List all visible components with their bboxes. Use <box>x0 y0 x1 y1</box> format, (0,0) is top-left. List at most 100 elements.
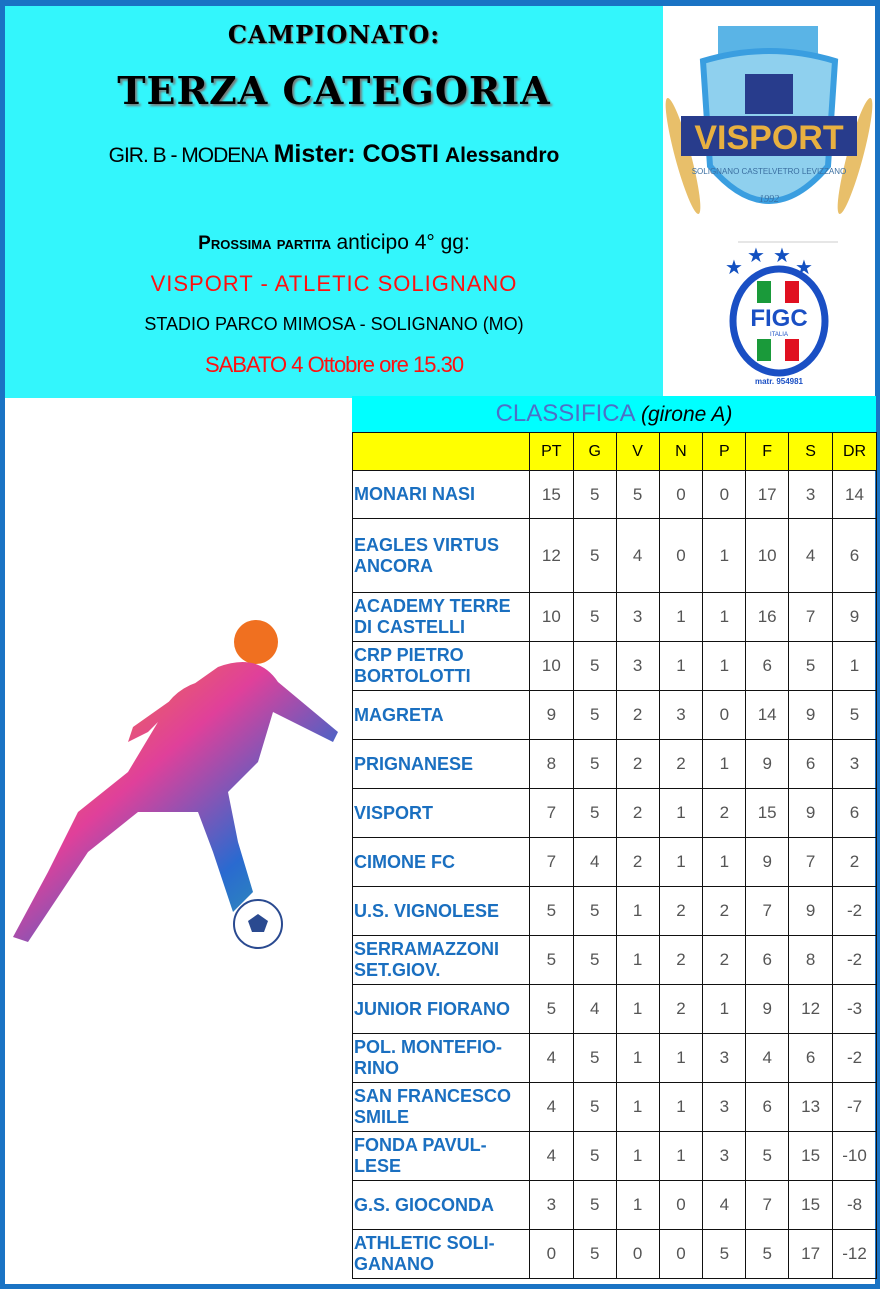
stat-cell: 10 <box>528 641 574 691</box>
stat-cell: 1 <box>702 739 747 789</box>
team-name: JUNIOR FIORANO <box>352 984 530 1034</box>
stat-cell: 0 <box>658 470 704 519</box>
category-title: TERZA CATEGORIA <box>117 68 551 113</box>
standings-title: CLASSIFICA (girone A) <box>352 396 876 432</box>
stat-cell: -7 <box>832 1082 877 1132</box>
club-logo-icon: VISPORT SOLIGNANO CASTELVETRO LEVIZZANO … <box>665 26 873 386</box>
stat-cell: 3 <box>832 739 877 789</box>
stat-cell: 5 <box>572 886 617 936</box>
stat-cell: 6 <box>745 935 790 985</box>
championship-label: CAMPIONATO: <box>227 20 441 49</box>
stat-cell: 5 <box>572 518 617 593</box>
stat-cell: 5 <box>572 1131 617 1181</box>
stat-cell: 14 <box>832 470 877 519</box>
svg-text:FIGC: FIGC <box>750 305 807 332</box>
stat-cell: 9 <box>528 690 574 740</box>
svg-text:ITALIA: ITALIA <box>770 332 788 338</box>
stat-cell: 2 <box>615 837 660 887</box>
stat-cell: 4 <box>572 837 617 887</box>
stat-cell: 10 <box>528 592 574 642</box>
stat-cell: 1 <box>658 641 704 691</box>
column-header: V <box>615 432 660 471</box>
stat-cell: 2 <box>615 690 660 740</box>
svg-text:★: ★ <box>773 245 791 267</box>
table-row: VISPORT 7 5 2 1 2 15 9 6 <box>352 788 877 838</box>
stat-cell: 5 <box>572 690 617 740</box>
stat-cell: -2 <box>832 1033 877 1083</box>
stat-cell: 1 <box>615 984 660 1034</box>
stat-cell: 12 <box>788 984 834 1034</box>
stat-cell: 1 <box>702 837 747 887</box>
stat-cell: 8 <box>528 739 574 789</box>
table-row: EAGLES VIRTUS ANCORA 12 5 4 0 1 10 4 6 <box>352 518 877 593</box>
group-label: GIR. B - MODENA <box>108 144 269 167</box>
next-match-label: Prossima partita anticipo 4° gg: <box>5 231 663 255</box>
team-name: ATHLETIC SOLI-GANANO <box>352 1229 530 1279</box>
stat-cell: 3 <box>528 1180 574 1230</box>
stat-cell: 13 <box>788 1082 834 1132</box>
team-name: U.S. VIGNOLESE <box>352 886 530 936</box>
football-player-illustration <box>13 620 338 949</box>
coach-name: Alessandro <box>445 144 560 167</box>
next-detail: anticipo 4° gg: <box>336 231 470 254</box>
stat-cell: 1 <box>702 984 747 1034</box>
stat-cell: 9 <box>788 690 834 740</box>
team-name: CRP PIETRO BORTOLOTTI <box>352 641 530 691</box>
team-name: FONDA PAVUL-LESE <box>352 1131 530 1181</box>
stat-cell: 2 <box>658 984 704 1034</box>
stat-cell: 4 <box>788 518 834 593</box>
stat-cell: 1 <box>615 1131 660 1181</box>
stat-cell: 10 <box>745 518 790 593</box>
table-row: MAGRETA 9 5 2 3 0 14 9 5 <box>352 690 877 740</box>
column-header: N <box>658 432 704 471</box>
stat-cell: 6 <box>832 788 877 838</box>
stat-cell: 2 <box>658 739 704 789</box>
stat-cell: 4 <box>572 984 617 1034</box>
stat-cell: 7 <box>528 837 574 887</box>
stat-cell: 3 <box>702 1131 747 1181</box>
stat-cell: 5 <box>615 470 660 519</box>
stat-cell: 0 <box>528 1229 574 1279</box>
svg-text:SOLIGNANO CASTELVETRO LEVIZZAN: SOLIGNANO CASTELVETRO LEVIZZANO <box>692 167 847 176</box>
column-header: S <box>788 432 834 471</box>
team-name: POL. MONTEFIO-RINO <box>352 1033 530 1083</box>
svg-text:matr. 954981: matr. 954981 <box>755 377 804 386</box>
team-name: ACADEMY TERRE DI CASTELLI <box>352 592 530 642</box>
stat-cell: 9 <box>788 886 834 936</box>
stat-cell: 5 <box>832 690 877 740</box>
column-header: DR <box>832 432 877 471</box>
match-date: SABATO 4 Ottobre ore 15.30 <box>204 352 464 377</box>
coach-label: Mister: COSTI <box>273 140 439 168</box>
stat-cell: 0 <box>615 1229 660 1279</box>
team-name: CIMONE FC <box>352 837 530 887</box>
stat-cell: 0 <box>702 470 747 519</box>
stat-cell: 1 <box>658 788 704 838</box>
stat-cell: 9 <box>745 837 790 887</box>
team-name: G.S. GIOCONDA <box>352 1180 530 1230</box>
stat-cell: 5 <box>572 641 617 691</box>
table-row: ATHLETIC SOLI-GANANO 0 5 0 0 5 5 17 -12 <box>352 1229 877 1279</box>
stat-cell: 6 <box>745 1082 790 1132</box>
stat-cell: 2 <box>702 886 747 936</box>
stat-cell: 7 <box>788 592 834 642</box>
svg-text:VISPORT: VISPORT <box>694 119 843 157</box>
stat-cell: 17 <box>745 470 790 519</box>
stat-cell: 7 <box>745 1180 790 1230</box>
stat-cell: 1 <box>658 1082 704 1132</box>
stat-cell: 1 <box>658 1033 704 1083</box>
stat-cell: 0 <box>658 1180 704 1230</box>
next-label: Prossima partita <box>198 233 332 254</box>
stat-cell: 2 <box>832 837 877 887</box>
stat-cell: 2 <box>702 935 747 985</box>
stat-cell: 4 <box>702 1180 747 1230</box>
stat-cell: 0 <box>702 690 747 740</box>
stat-cell: 15 <box>528 470 574 519</box>
stat-cell: 2 <box>702 788 747 838</box>
logos-panel: VISPORT SOLIGNANO CASTELVETRO LEVIZZANO … <box>663 6 875 398</box>
column-header <box>352 432 530 471</box>
stat-cell: 1 <box>658 592 704 642</box>
stat-cell: 9 <box>788 788 834 838</box>
team-name: SERRAMAZZONI SET.GIOV. <box>352 935 530 985</box>
table-row: FONDA PAVUL-LESE 4 5 1 1 3 5 15 -10 <box>352 1131 877 1181</box>
venue: STADIO PARCO MIMOSA - SOLIGNANO (MO) <box>144 314 524 334</box>
